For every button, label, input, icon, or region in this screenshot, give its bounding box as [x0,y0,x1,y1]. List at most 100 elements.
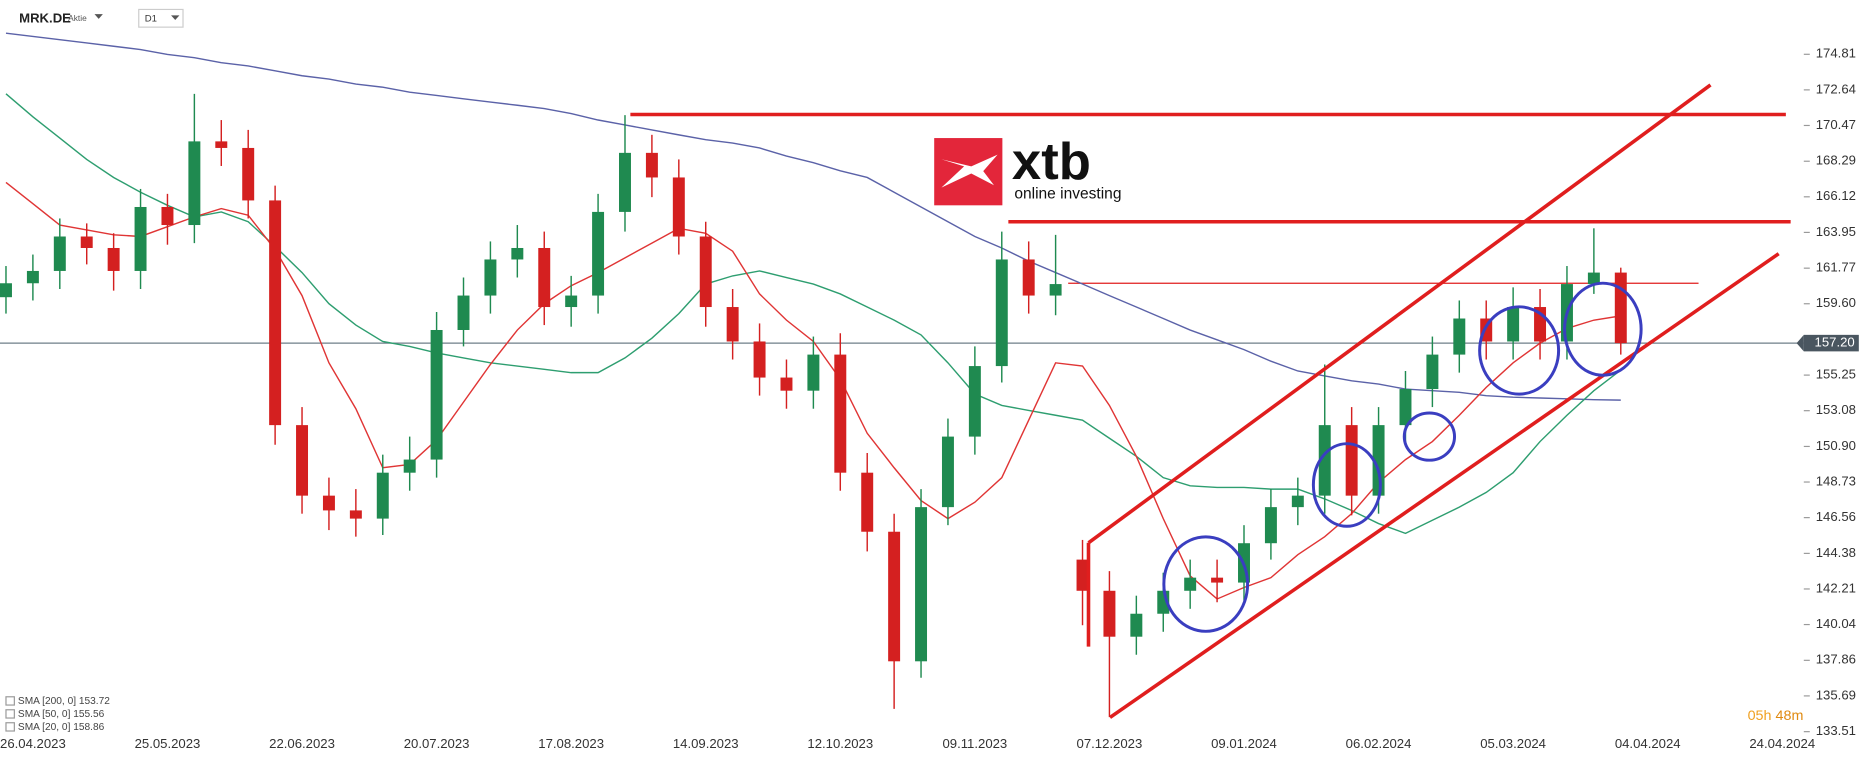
candle-body [1211,577,1224,583]
x-tick-label: 24.04.2024 [1749,736,1815,751]
candle-body [995,259,1008,367]
y-tick-label: 170.47 [1816,117,1856,132]
logo-mark [941,154,998,188]
candle-body [80,236,93,248]
instrument-type: Aktie [68,13,87,23]
y-tick-label: 168.29 [1816,153,1856,168]
candle-body [1184,577,1197,591]
x-tick-label: 12.10.2023 [807,736,873,751]
x-tick-label: 05.03.2024 [1480,736,1546,751]
candle-body [968,366,981,437]
highlight-circle [1563,281,1643,377]
candle-body [1372,425,1385,496]
candle-body [0,283,12,298]
sma-line [5,32,1621,401]
channel-upper [1087,83,1712,545]
candle-body [1480,318,1493,342]
legend-value: 158.86 [73,722,104,733]
candle-body [753,341,766,378]
dropdown-arrow[interactable] [94,14,103,19]
interval-box[interactable] [138,8,184,28]
highlight-circle [1478,305,1561,396]
annotations [1086,83,1780,719]
candle-body [53,236,66,271]
candle-body [511,247,524,260]
candle-body [538,247,551,308]
x-tick-label: 07.12.2023 [1077,736,1143,751]
x-tick-label: 26.04.2023 [0,736,66,751]
x-tick-label: 14.09.2023 [673,736,739,751]
y-tick-label: 163.95 [1816,224,1856,239]
candle-body [161,206,174,226]
candle-body [484,259,497,296]
candle-body [188,141,201,226]
timer-minutes: 48m [1776,708,1804,724]
logo-tagline: online investing [1014,186,1121,203]
y-tick-label: 150.90 [1816,438,1856,453]
candle-body [1426,354,1439,390]
candle-body [1614,272,1627,344]
y-tick-label: 172.64 [1816,81,1856,96]
legend-icon [5,709,15,719]
xtb-logo: xtb online investing [934,133,1121,206]
candle-body [726,307,739,342]
candle-body [1399,389,1412,426]
legend: SMA [200, 0] 153.72 SMA [50, 0] 155.56SMA… [5,696,110,733]
symbol[interactable]: MRK.DE [19,10,71,25]
highlight-circle [1311,442,1382,528]
x-tick-label: 06.02.2024 [1346,736,1412,751]
candle-body [107,247,120,271]
y-tick-label: 135.69 [1816,687,1856,702]
candle-body [941,436,954,508]
interval-arrow[interactable] [171,15,180,21]
last-price-label: 157.20 [1815,335,1855,350]
candle-body [242,147,255,201]
candle-body [592,211,605,296]
candle-body [565,295,578,308]
y-tick-label: 137.86 [1816,652,1856,667]
y-tick-label: 148.73 [1816,474,1856,489]
candle-body [888,531,901,662]
candle-body [1507,307,1520,342]
candle-body [26,270,39,284]
y-tick-label: 155.25 [1816,367,1856,382]
candle-body [376,472,389,519]
last-price-pointer [1796,334,1804,352]
candle-body [1291,495,1304,508]
timer-hours: 05h [1748,708,1772,724]
candle-body [645,152,658,178]
x-tick-label: 20.07.2023 [404,736,470,751]
candle-body [1130,613,1143,637]
candle-body [834,354,847,473]
y-tick-label: 166.12 [1816,188,1856,203]
y-tick-label: 146.56 [1816,509,1856,524]
legend-value: 153.72 [79,696,110,707]
interval[interactable]: D1 [145,13,157,24]
candle-body [1076,559,1089,591]
candle-body [349,510,362,519]
legend-name: SMA [20, 0] [18,722,71,733]
candle-body [672,177,685,237]
candle-body [780,377,793,391]
y-tick-label: 153.08 [1816,402,1856,417]
candle-body [1264,507,1277,544]
legend-name: SMA [50, 0] [18,709,71,720]
candle-body [1103,590,1116,637]
highlight-circle [1162,535,1250,633]
candle-body [699,236,712,308]
legend-name: SMA [200, 0] [18,696,76,707]
candle-body [1534,307,1547,342]
candle-body [807,354,820,391]
legend-icon [5,722,15,732]
legend-value: 155.56 [73,709,104,720]
candle-body [619,152,631,212]
candle-body [1022,259,1035,296]
candle-body [403,459,416,473]
x-tick-label: 09.01.2024 [1211,736,1277,751]
x-tick-label: 17.08.2023 [538,736,604,751]
candle-body [1587,272,1600,285]
candle-body [322,495,335,511]
last-price-box [1803,334,1859,352]
